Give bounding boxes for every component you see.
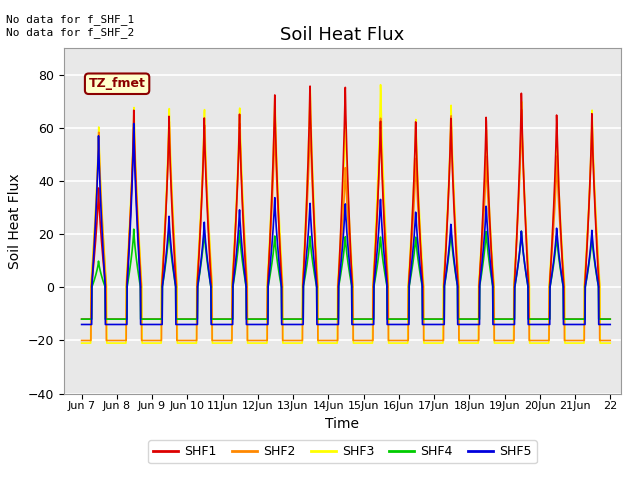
Legend: SHF1, SHF2, SHF3, SHF4, SHF5: SHF1, SHF2, SHF3, SHF4, SHF5 <box>148 440 536 463</box>
Text: No data for f_SHF_1
No data for f_SHF_2: No data for f_SHF_1 No data for f_SHF_2 <box>6 14 134 38</box>
Title: Soil Heat Flux: Soil Heat Flux <box>280 25 404 44</box>
Text: TZ_fmet: TZ_fmet <box>89 77 145 90</box>
X-axis label: Time: Time <box>325 417 360 431</box>
Y-axis label: Soil Heat Flux: Soil Heat Flux <box>8 173 22 269</box>
